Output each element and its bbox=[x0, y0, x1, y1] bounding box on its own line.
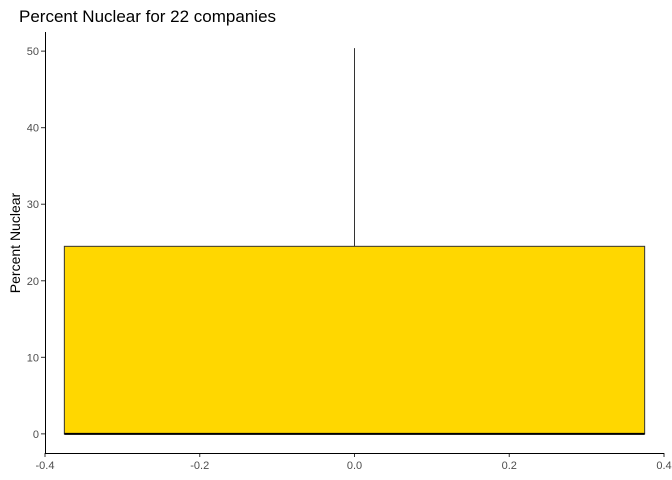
x-tick-label: -0.4 bbox=[36, 460, 55, 472]
x-axis-ticks: -0.4 -0.2 0.0 0.2 0.4 bbox=[36, 453, 672, 472]
box-iqr bbox=[63, 245, 646, 435]
y-tick-label: 50 bbox=[27, 46, 39, 58]
y-tick-label: 30 bbox=[27, 199, 39, 211]
x-tick-label: 0.0 bbox=[347, 460, 362, 472]
y-tick-label: 0 bbox=[33, 429, 39, 441]
plot-area bbox=[63, 48, 646, 435]
chart-title: Percent Nuclear for 22 companies bbox=[19, 7, 276, 26]
x-tick-label: 0.4 bbox=[656, 460, 671, 472]
y-tick-label: 40 bbox=[27, 123, 39, 135]
y-tick-label: 20 bbox=[27, 276, 39, 288]
x-tick-label: 0.2 bbox=[502, 460, 517, 472]
y-axis-label: Percent Nuclear bbox=[7, 192, 23, 293]
x-tick-label: -0.2 bbox=[190, 460, 209, 472]
y-tick-label: 10 bbox=[27, 352, 39, 364]
y-axis-ticks: 0 10 20 30 40 50 bbox=[27, 46, 45, 441]
